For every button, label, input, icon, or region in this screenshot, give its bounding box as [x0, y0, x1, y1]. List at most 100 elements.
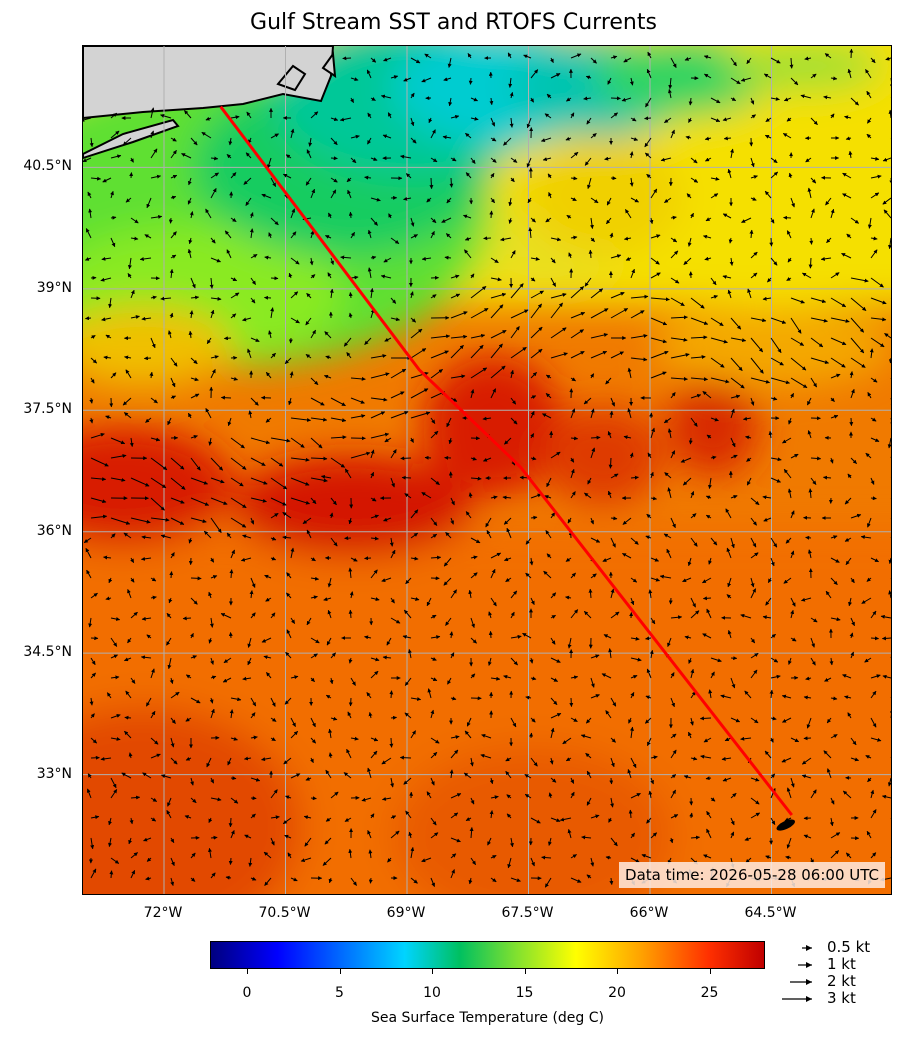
lat-tick-label: 36°N — [36, 522, 72, 539]
current-arrow — [523, 54, 532, 59]
current-arrow — [364, 337, 372, 345]
current-arrow — [508, 197, 513, 207]
current-arrow — [710, 377, 730, 384]
current-arrow — [610, 55, 618, 60]
current-arrow — [866, 117, 872, 124]
current-arrow — [125, 197, 132, 203]
current-arrow — [88, 208, 93, 219]
current-arrow — [565, 136, 572, 141]
current-arrow — [810, 177, 817, 184]
current-arrow — [123, 412, 132, 419]
current-arrow — [649, 471, 654, 479]
current-arrow — [348, 312, 353, 319]
current-arrow — [526, 117, 532, 129]
current-arrow — [746, 477, 752, 486]
colorbar-tick-mark — [709, 969, 711, 974]
current-arrow — [228, 137, 233, 146]
colorbar-tick-label: 20 — [608, 985, 626, 1001]
current-arrow — [450, 311, 468, 319]
current-arrow — [730, 495, 738, 499]
lon-tick-label: 70.5°W — [258, 905, 311, 921]
current-arrow — [382, 134, 392, 139]
current-arrow — [646, 173, 652, 179]
current-arrow — [143, 356, 152, 361]
current-arrow — [490, 257, 499, 264]
current-arrow — [890, 317, 891, 318]
current-arrow — [702, 391, 712, 399]
current-arrow — [866, 133, 872, 139]
current-arrow — [510, 369, 514, 379]
current-arrow — [728, 237, 733, 244]
current-arrow — [205, 408, 212, 419]
map-panel[interactable]: Data time: 2026-05-28 06:00 UTC — [82, 45, 892, 895]
current-arrow — [189, 211, 194, 219]
current-arrow — [490, 365, 506, 379]
sst-current-map[interactable] — [83, 46, 892, 895]
current-arrow — [110, 477, 126, 482]
current-arrow — [747, 288, 752, 299]
current-arrow — [167, 417, 172, 426]
current-arrow — [290, 457, 310, 462]
current-arrow — [804, 56, 812, 61]
current-arrow — [450, 374, 466, 379]
current-arrow — [668, 597, 673, 605]
current-arrow — [710, 337, 728, 344]
current-arrow — [410, 388, 429, 399]
current-arrow — [530, 256, 540, 261]
current-arrow — [181, 153, 192, 159]
current-arrow — [802, 272, 812, 279]
current-arrow — [807, 187, 812, 199]
current-arrow — [870, 377, 878, 383]
current-arrow — [160, 114, 172, 119]
current-arrow — [503, 137, 512, 146]
current-arrow — [380, 274, 392, 279]
current-arrow — [825, 197, 832, 206]
current-arrow — [889, 708, 891, 718]
current-arrow — [545, 393, 552, 399]
current-arrow — [841, 252, 852, 259]
current-arrow — [350, 275, 359, 280]
current-arrow — [604, 156, 612, 161]
current-arrow — [264, 255, 272, 260]
current-arrow — [730, 408, 735, 419]
current-arrow — [590, 308, 609, 319]
current-arrow — [810, 377, 818, 388]
current-arrow — [544, 495, 552, 499]
current-arrow — [450, 114, 460, 119]
current-arrow — [467, 53, 472, 59]
current-arrow — [890, 656, 891, 658]
current-arrow — [426, 197, 432, 203]
current-arrow — [703, 55, 712, 59]
current-arrow — [625, 256, 632, 261]
current-arrow — [150, 148, 158, 159]
current-arrow — [229, 569, 234, 579]
current-arrow — [630, 333, 648, 339]
current-arrow — [770, 377, 790, 385]
lon-tick-label: 66°W — [629, 905, 669, 921]
current-arrow — [650, 317, 668, 326]
current-arrow — [430, 230, 435, 239]
current-arrow — [845, 136, 852, 141]
current-arrow — [110, 130, 120, 139]
lon-tick-label: 64.5°W — [744, 905, 797, 921]
current-arrow — [190, 295, 200, 300]
current-arrow — [750, 357, 764, 374]
current-arrow — [182, 616, 192, 621]
current-arrow — [850, 388, 855, 399]
current-arrow — [870, 337, 885, 348]
current-arrow — [786, 117, 792, 122]
current-arrow — [482, 416, 492, 421]
current-arrow — [230, 477, 244, 487]
current-arrow — [790, 453, 799, 459]
current-arrow — [84, 257, 92, 261]
current-arrow — [89, 397, 94, 404]
current-arrow — [664, 117, 672, 124]
current-arrow — [867, 392, 872, 399]
current-arrow — [790, 357, 807, 371]
current-arrow — [310, 477, 328, 483]
current-arrow — [89, 417, 94, 424]
current-arrow — [450, 344, 464, 359]
current-arrow — [390, 477, 395, 488]
current-arrow — [890, 838, 891, 839]
current-arrow — [848, 150, 853, 159]
